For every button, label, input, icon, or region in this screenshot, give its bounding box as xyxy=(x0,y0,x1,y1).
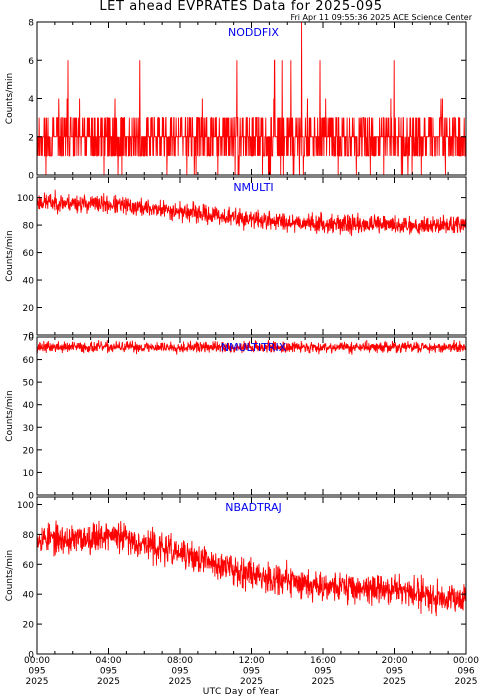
y-axis-label: Counts/min xyxy=(5,230,15,281)
y-tick-label: 60 xyxy=(23,561,35,571)
y-tick-label: 50 xyxy=(23,379,35,389)
x-tick-label: 04:00 xyxy=(96,656,122,666)
x-tick-label: 12:00 xyxy=(239,656,265,666)
panel-noddfix: 0 2 4 6 8 Counts/min NODDFIX xyxy=(5,19,467,182)
x-axis-label: UTC Day of Year xyxy=(202,687,280,697)
series-line-noddfix xyxy=(36,21,466,176)
panel-title: NMULTITRIX xyxy=(221,341,287,354)
x-tick-label: 2025 xyxy=(312,677,335,687)
x-tick-label: 2025 xyxy=(26,677,49,687)
x-tick-labels: 00:00095202504:00095202508:00095202512:0… xyxy=(24,656,479,687)
x-tick-label: 095 xyxy=(100,667,117,677)
y-tick-label: 80 xyxy=(23,222,35,232)
y-axis-label: Counts/min xyxy=(5,550,15,601)
y-tick-label: 0 xyxy=(28,651,34,661)
y-axis-label: Counts/min xyxy=(5,390,15,441)
y-tick-label: 10 xyxy=(23,469,35,479)
series-line-nbadtraj xyxy=(36,520,467,617)
y-tick-label: 4 xyxy=(28,95,34,105)
x-tick-label: 095 xyxy=(171,667,188,677)
y-tick-label: 40 xyxy=(23,401,35,411)
x-tick-label: 2025 xyxy=(240,677,263,687)
y-tick-label: 6 xyxy=(28,57,34,67)
y-tick-label: 20 xyxy=(23,446,35,456)
panel-title: NODDFIX xyxy=(228,26,279,39)
x-tick-label: 095 xyxy=(386,667,403,677)
y-tick-label: 0 xyxy=(28,332,34,342)
y-tick-label: 70 xyxy=(23,334,35,344)
y-tick-label: 20 xyxy=(23,304,35,314)
plot-frame xyxy=(36,336,467,496)
y-tick-label: 8 xyxy=(28,19,34,29)
y-tick-label: 30 xyxy=(23,424,35,434)
panel-title: NBADTRAJ xyxy=(225,501,281,514)
series-line-nmulti xyxy=(36,189,467,237)
x-tick-label: 20:00 xyxy=(382,656,408,666)
x-tick-label: 16:00 xyxy=(310,656,336,666)
y-tick-label: 100 xyxy=(17,194,34,204)
x-tick-label: 08:00 xyxy=(167,656,193,666)
y-tick-label: 100 xyxy=(17,501,34,511)
panel-nmultitrix: 0 10 20 30 40 50 60 70 Counts/min NMULTITRIX xyxy=(5,334,467,502)
y-axis-label: Counts/min xyxy=(5,73,15,124)
x-tick-label: 095 xyxy=(314,667,331,677)
series-line-nmultitrix xyxy=(36,340,467,355)
panel-nmulti: 0 20 40 60 80 100 Counts/min NMULTI xyxy=(5,176,467,342)
panel-title: NMULTI xyxy=(233,181,273,194)
x-tick-label: 095 xyxy=(28,667,45,677)
x-tick-label: 00:00 xyxy=(453,656,479,666)
y-tick-label: 60 xyxy=(23,249,35,259)
y-tick-label: 80 xyxy=(23,531,35,541)
x-tick-label: 096 xyxy=(457,667,474,677)
x-tick-label: 2025 xyxy=(383,677,406,687)
y-tick-label: 40 xyxy=(23,277,35,287)
generation-timestamp: Fri Apr 11 09:55:36 2025 ACE Science Cen… xyxy=(290,13,472,22)
x-tick-label: 2025 xyxy=(169,677,192,687)
y-tick-label: 2 xyxy=(28,133,34,143)
x-tick-label: 00:00 xyxy=(24,656,50,666)
y-tick-label: 20 xyxy=(23,621,35,631)
y-tick-label: 40 xyxy=(23,591,35,601)
y-tick-label: 0 xyxy=(28,172,34,182)
x-tick-label: 095 xyxy=(243,667,260,677)
panel-nbadtraj: 0 20 40 60 80 100 Counts/min NBADTRAJ xyxy=(5,496,467,661)
x-tick-label: 2025 xyxy=(455,677,478,687)
y-tick-label: 60 xyxy=(23,356,35,366)
x-tick-label: 2025 xyxy=(97,677,120,687)
chart-title: LET ahead EVPRATES Data for 2025-095 xyxy=(99,0,383,14)
y-tick-label: 0 xyxy=(28,492,34,502)
